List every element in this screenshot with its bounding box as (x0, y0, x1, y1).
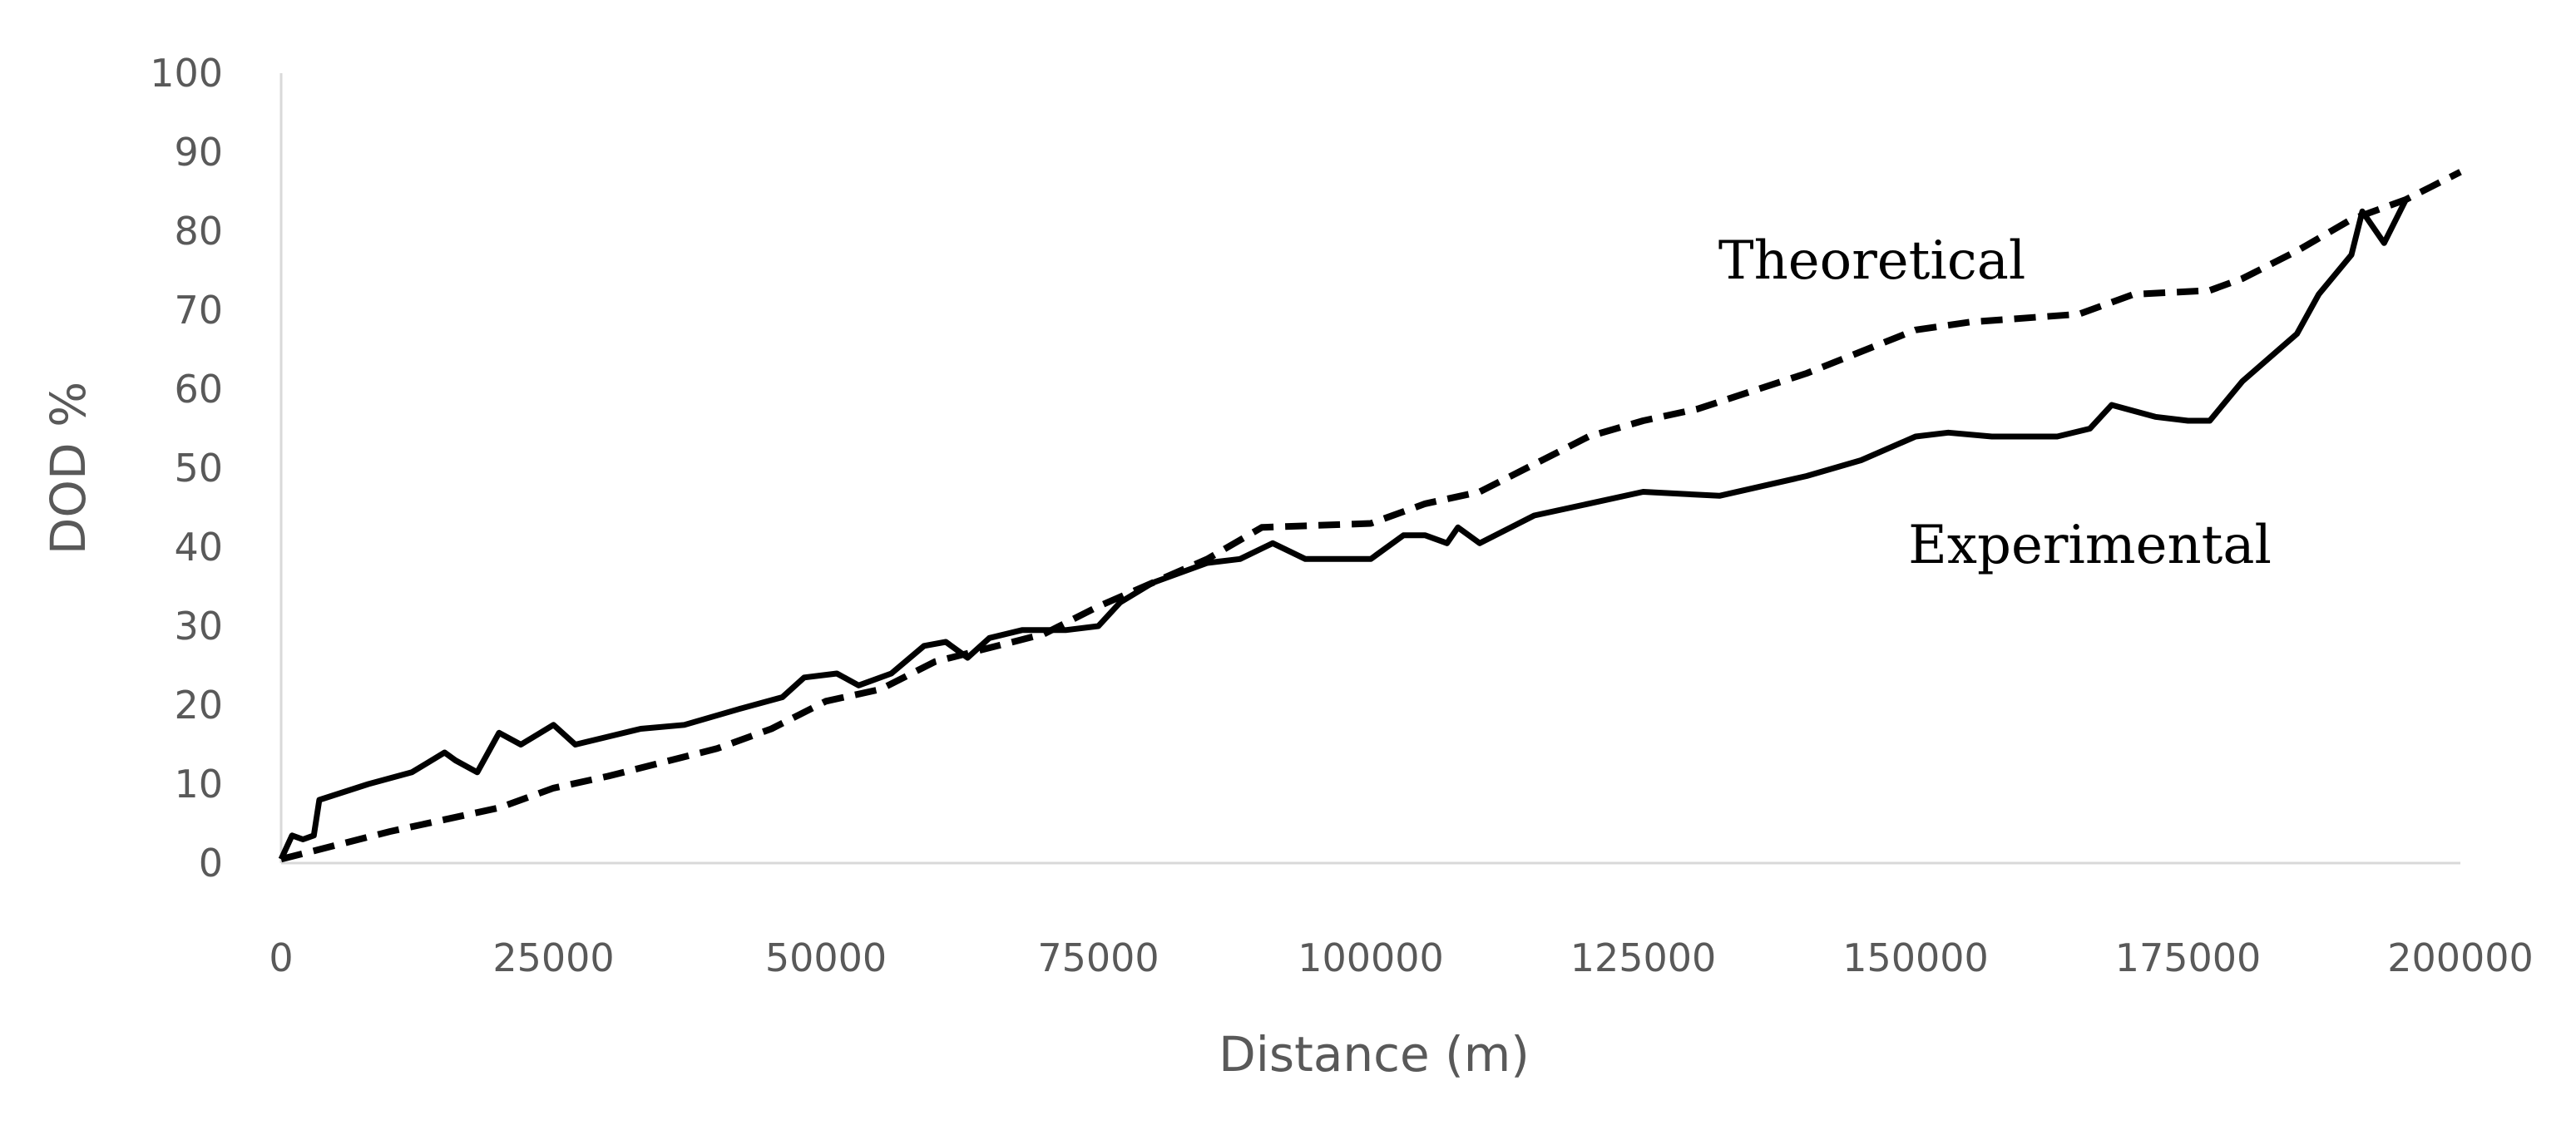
y-tick-label: 20 (174, 683, 223, 728)
y-tick-label: 70 (174, 288, 223, 333)
annotation-theoretical: Theoretical (1718, 230, 2025, 292)
x-tick-label: 125000 (1570, 935, 1717, 980)
series-line-theoretical (280, 169, 2462, 863)
y-tick-label: 30 (174, 604, 223, 649)
annotation-experimental: Experimental (1908, 515, 2272, 576)
x-tick-label: 100000 (1298, 935, 1444, 980)
y-tick-label: 90 (174, 130, 223, 175)
y-tick-label: 10 (174, 762, 223, 807)
series-line-experimental (278, 198, 2409, 861)
annotation-layer: Theoretical Experimental (1718, 230, 2272, 576)
x-tick-labels: 0 25000 50000 75000 100000 125000 150000 175000… (269, 935, 2533, 980)
x-tick-label: 150000 (1842, 935, 1989, 980)
y-tick-label: 40 (174, 525, 223, 570)
x-tick-label: 50000 (765, 935, 887, 980)
x-tick-label: 25000 (492, 935, 614, 980)
y-tick-label: 50 (174, 446, 223, 491)
x-tick-label: 175000 (2115, 935, 2262, 980)
x-tick-label: 0 (269, 935, 293, 980)
x-tick-label: 200000 (2387, 935, 2534, 980)
x-axis-title: Distance (m) (1219, 1026, 1530, 1083)
series-layer (278, 169, 2462, 863)
y-axis-title: DOD % (40, 382, 96, 555)
y-tick-label: 0 (199, 841, 223, 886)
y-tick-labels: 0 10 20 30 40 50 60 70 80 90 100 (150, 51, 223, 886)
y-tick-label: 80 (174, 209, 223, 254)
y-tick-label: 100 (150, 51, 223, 96)
axes (279, 73, 2460, 865)
y-tick-label: 60 (174, 367, 223, 412)
x-tick-label: 75000 (1037, 935, 1159, 980)
